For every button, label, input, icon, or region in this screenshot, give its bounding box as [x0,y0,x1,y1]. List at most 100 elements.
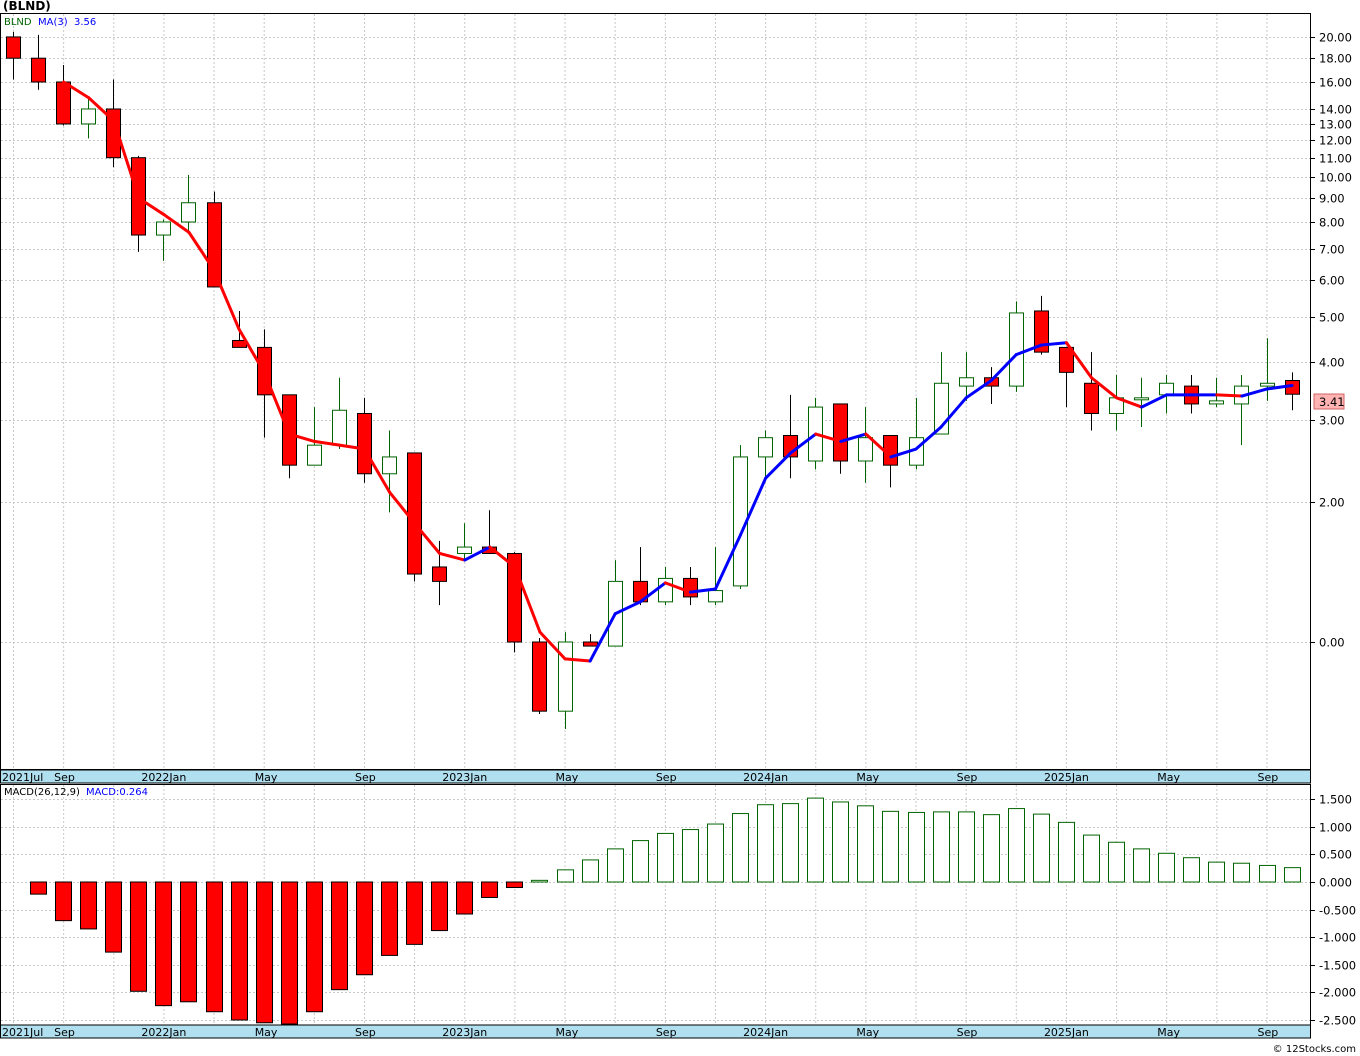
macd-x-label: Sep [1258,1026,1279,1039]
price-y-tick-label: 14.00 [1319,103,1352,117]
macd-bar-negative [306,881,323,1013]
macd-bar-positive [1033,813,1050,883]
price-x-axis-band [0,769,1311,784]
ma3-segment [1240,387,1269,398]
ma3-segment [1064,341,1094,380]
ma3-segment [538,630,567,661]
candle-body-up [1009,312,1024,387]
ma3-segment [739,476,768,537]
ma3-segment [638,581,667,604]
macd-bar-positive [807,797,824,883]
macd-bar-negative [180,881,197,1003]
macd-legend-value: MACD:0.264 [86,787,148,798]
last-price-label: 3.41 [1319,395,1345,409]
price-x-label: Sep [1258,771,1279,784]
ma3-segment [814,432,843,443]
macd-bar-negative [331,881,348,991]
macd-bar-positive [757,804,774,883]
ma3-segment [1014,343,1043,357]
macd-x-axis-labels: 2021Jul Sep 2022Jan May Sep 2023Jan May Sep 2024… [2,1026,1278,1039]
ma3-segment [237,327,266,374]
ma3-segment [613,600,642,616]
macd-x-label: May [255,1026,278,1039]
macd-bar-positive [933,811,950,883]
price-x-label: May [856,771,879,784]
macd-bar-positive [632,840,649,883]
ma3-segment [663,581,692,594]
candle-body-down [31,57,46,83]
candle-body-up [959,377,974,387]
price-x-label: Sep [54,771,75,784]
macd-bar-positive [732,813,749,883]
macd-bar-positive [908,811,925,883]
macd-bar-negative [80,881,97,930]
candle-body-up [758,437,773,458]
candle-body-down [583,641,598,647]
price-y-tick-label: 0.00 [1319,636,1345,650]
price-y-tick-label: 5.00 [1319,311,1345,325]
macd-bar-negative [506,881,523,889]
ma3-segment [1140,393,1169,409]
price-x-label: 2021Jul [2,771,43,784]
ma3-segment [964,378,993,400]
ma3-segment [312,439,341,447]
macd-bar-positive [1208,861,1225,883]
candle-body-down [432,566,447,582]
price-x-axis-labels: 2021Jul Sep 2022Jan May Sep 2023Jan May Sep 2024… [2,771,1278,784]
price-legend-ma-value: 3.56 [74,17,96,28]
macd-y-tick-label: -1.000 [1319,931,1356,945]
ma3-segment [989,353,1018,382]
macd-x-label: 2022Jan [141,1026,186,1039]
macd-y-tick-label: 1.000 [1319,821,1352,835]
macd-bar-positive [531,879,548,883]
chart-title: (BLND) [3,0,51,13]
ma3-segment [262,370,291,436]
candle-body-up [1134,397,1149,401]
ma3-segment [438,551,467,562]
price-x-label: Sep [656,771,677,784]
ma3-segment [588,612,617,663]
macd-bar-positive [682,829,699,883]
candle-body-up [708,590,723,603]
candle-body-down [532,641,547,712]
price-y-tick-label: 20.00 [1319,31,1352,45]
ma3-segment [1090,376,1119,400]
macd-bar-negative [30,881,47,895]
macd-bar-negative [55,881,72,922]
macd-x-label: 2024Jan [743,1026,788,1039]
price-y-tick-label: 11.00 [1319,152,1352,166]
macd-bars [30,797,1301,1025]
price-x-label: May [255,771,278,784]
macd-x-label: 2021Jul [2,1026,43,1039]
ma3-segment [362,447,392,494]
macd-bar-positive [958,811,975,883]
candle-body-down [106,108,121,159]
candle-body-up [1209,400,1224,405]
price-y-tick-label: 12.00 [1319,134,1352,148]
price-x-label: Sep [957,771,978,784]
candle-body-down [1034,310,1049,353]
macd-bar-positive [707,823,724,883]
macd-x-label: Sep [355,1026,376,1039]
macd-bar-positive [1108,841,1125,883]
price-y-tick-label: 7.00 [1319,243,1345,257]
macd-bar-negative [431,881,448,932]
price-ma-line [62,80,1294,663]
ma3-segment [789,432,818,455]
macd-bar-negative [256,881,273,1024]
price-y-tick-label: 18.00 [1319,52,1352,66]
macd-y-tick-label: 0.500 [1319,848,1352,862]
ma3-segment [187,230,216,272]
macd-x-label: May [556,1026,579,1039]
ma3-segment [889,447,918,459]
ma3-segment [1039,341,1068,347]
macd-bar-positive [857,805,874,883]
ma3-segment [162,213,191,234]
price-y-tick-label: 3.00 [1319,414,1345,428]
price-y-tick-label: 6.00 [1319,274,1345,288]
macd-bar-negative [206,881,223,1013]
macd-x-label: May [856,1026,879,1039]
price-x-label: 2022Jan [141,771,186,784]
price-x-label: 2025Jan [1044,771,1089,784]
